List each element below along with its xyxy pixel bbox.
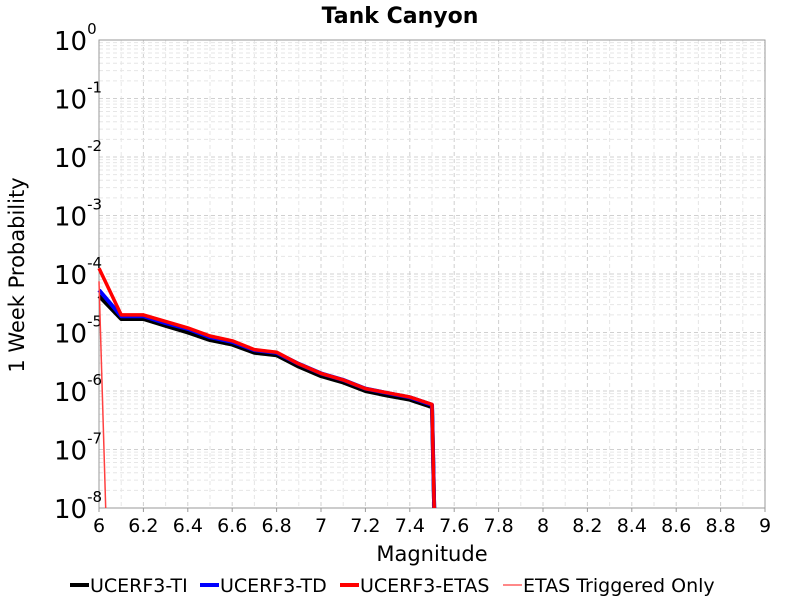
legend-entry: UCERF3-ETAS [360,575,489,597]
y-tick-label: 100 [54,20,97,57]
y-tick-exponent: -5 [87,313,102,331]
y-tick-base: 10 [54,378,87,408]
x-tick-label: 8.8 [705,515,735,537]
x-tick-label: 7.6 [439,515,469,537]
x-tick-label: 6.8 [261,515,291,537]
y-tick-exponent: -7 [87,430,102,448]
x-tick-label: 6.6 [217,515,247,537]
y-tick-label: 10-8 [54,488,102,525]
series-line-ucerf3-ti [97,294,437,509]
y-tick-label: 10-4 [54,254,102,291]
x-tick-label: 8.6 [661,515,691,537]
legend-entry: UCERF3-TD [220,575,327,597]
series-line-etas-triggered-only [98,281,107,509]
legend-entry: UCERF3-TI [90,575,188,597]
y-tick-base: 10 [54,437,87,467]
legend: UCERF3-TI UCERF3-TD UCERF3-ETAS ETAS Trigge… [70,575,715,597]
series-layer [97,267,437,509]
y-tick-exponent: -8 [87,488,102,506]
y-tick-exponent: -2 [87,137,102,155]
chart-title: Tank Canyon [322,4,479,29]
y-axis-label: 1 Week Probability [5,177,29,372]
y-tick-label: 10-5 [54,313,102,350]
y-tick-base: 10 [54,144,87,174]
y-tick-base: 10 [54,320,87,350]
y-tick-exponent: -1 [87,79,102,97]
y-tick-base: 10 [54,86,87,116]
x-tick-label: 6.4 [173,515,203,537]
x-tick-label: 7.4 [395,515,425,537]
y-tick-base: 10 [54,27,87,57]
y-tick-label: 10-7 [54,430,102,467]
y-tick-label: 10-2 [54,137,102,174]
y-tick-exponent: -6 [87,371,102,389]
x-tick-label: 6.2 [128,515,158,537]
x-axis-ticks: 6 6.2 6.4 6.6 6.8 7 7.2 7.4 7.6 7.8 8 8.2 8.4 8.6 8.8 9 [93,508,771,537]
y-tick-label: 10-1 [54,79,102,116]
x-axis-label: Magnitude [376,542,487,566]
y-tick-exponent: 0 [87,20,97,38]
x-tick-label: 7.8 [483,515,513,537]
y-tick-base: 10 [54,495,87,525]
x-tick-label: 8 [537,515,549,537]
x-tick-label: 7 [315,515,327,537]
x-tick-label: 8.2 [572,515,602,537]
y-tick-label: 10-6 [54,371,102,408]
x-tick-label: 9 [759,515,771,537]
y-tick-exponent: -4 [87,254,102,272]
x-tick-label: 7.2 [350,515,380,537]
y-tick-base: 10 [54,261,87,291]
x-tick-label: 8.4 [617,515,647,537]
plot-area-frame [98,39,766,509]
series-line-ucerf3-etas [97,267,436,509]
y-tick-label: 10-3 [54,196,102,233]
x-tick-label: 6 [93,515,105,537]
y-tick-exponent: -3 [87,196,102,214]
y-tick-base: 10 [54,203,87,233]
legend-entry: ETAS Triggered Only [523,575,715,597]
